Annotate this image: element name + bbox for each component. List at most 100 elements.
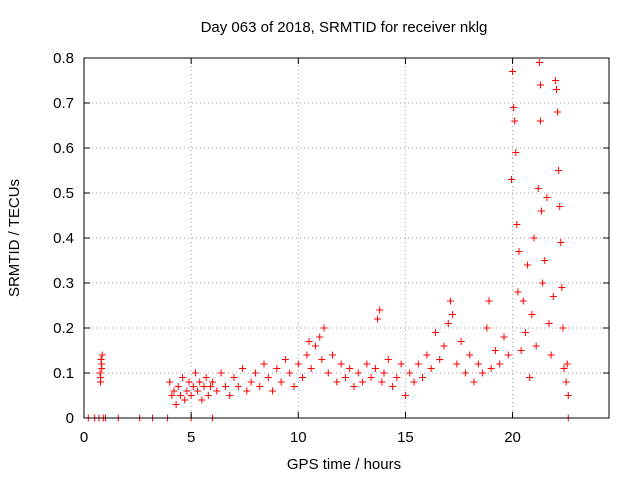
data-point [423,351,431,359]
data-point [556,203,564,210]
x-axis-label: GPS time / hours [287,456,401,473]
y-tick-label: 0.4 [53,230,74,247]
data-point [496,360,504,368]
data-point [427,365,435,372]
data-point [449,311,457,318]
data-point [487,365,495,372]
data-point [371,365,379,372]
chart-title: Day 063 of 2018, SRMTID for receiver nkl… [201,19,488,36]
data-point [264,374,272,381]
data-point [346,365,354,372]
data-point [181,396,189,404]
data-point [545,320,553,327]
data-point [329,351,337,359]
data-point [307,365,315,372]
data-point [504,351,512,359]
data-point [367,374,375,381]
data-point [453,360,461,368]
data-point [557,239,565,246]
x-tick-labels: 0 5 10 15 20 [80,429,521,446]
data-point [491,347,499,354]
data-point [524,261,532,269]
data-point [510,104,518,111]
data-point [350,383,358,390]
data-point [419,374,427,381]
x-tick-label: 0 [80,429,88,446]
data-point [174,383,182,390]
data-point [500,333,508,341]
data-point [305,338,313,345]
data-point [374,315,382,323]
data-point [187,392,195,399]
data-point [337,360,345,368]
data-point [528,311,536,318]
grid [84,58,609,418]
data-point [521,329,529,336]
data-point [191,369,199,377]
data-point [376,306,384,314]
data-point [341,374,349,381]
data-point [513,221,521,228]
data-point [247,378,255,386]
data-point [414,360,422,368]
data-point [179,374,187,381]
data-point [554,108,562,116]
data-point [303,351,311,359]
data-point [536,117,544,125]
data-point [194,387,202,395]
data-point [234,383,242,390]
data-point [534,185,542,192]
data-point [176,392,184,399]
data-point [98,351,106,359]
data-point [461,369,469,377]
data-point [198,396,206,404]
y-tick-label: 0.6 [53,140,74,157]
data-point [213,387,221,395]
x-tick-label: 5 [187,429,195,446]
data-point [406,369,414,377]
data-point [560,365,568,372]
data-point [324,369,332,377]
data-point [354,369,362,377]
data-point [209,378,217,386]
data-point [508,176,515,183]
data-point [446,297,454,305]
data-point [558,284,566,291]
data-point [217,369,225,377]
data-point [204,392,212,399]
data-point [538,207,545,215]
data-point [444,320,452,327]
data-point [256,383,264,390]
data-point [243,387,251,395]
data-point [559,324,567,332]
data-point [526,374,534,381]
data-point [269,387,277,395]
y-axis-label: SRMTID / TECUs [6,179,23,297]
data-point [511,117,519,125]
data-point [509,68,517,75]
data-point [172,401,180,408]
data-point [543,194,551,201]
x-tick-label: 15 [397,429,414,446]
data-point [170,387,178,395]
data-point [466,351,474,359]
data-point [196,378,204,386]
data-point [294,360,302,368]
data-point [299,374,307,381]
data-point [273,365,281,372]
data-point [431,329,439,336]
data-point [547,351,555,359]
y-tick-label: 0 [66,410,74,427]
data-point [290,383,298,390]
data-point [470,378,478,386]
data-point [230,374,238,381]
y-tick-label: 0.5 [53,185,74,202]
data-point [410,378,418,386]
data-point [474,360,482,368]
data-point [277,378,285,386]
x-tick-label: 20 [504,429,521,446]
data-point [384,356,392,363]
data-point [541,257,549,264]
